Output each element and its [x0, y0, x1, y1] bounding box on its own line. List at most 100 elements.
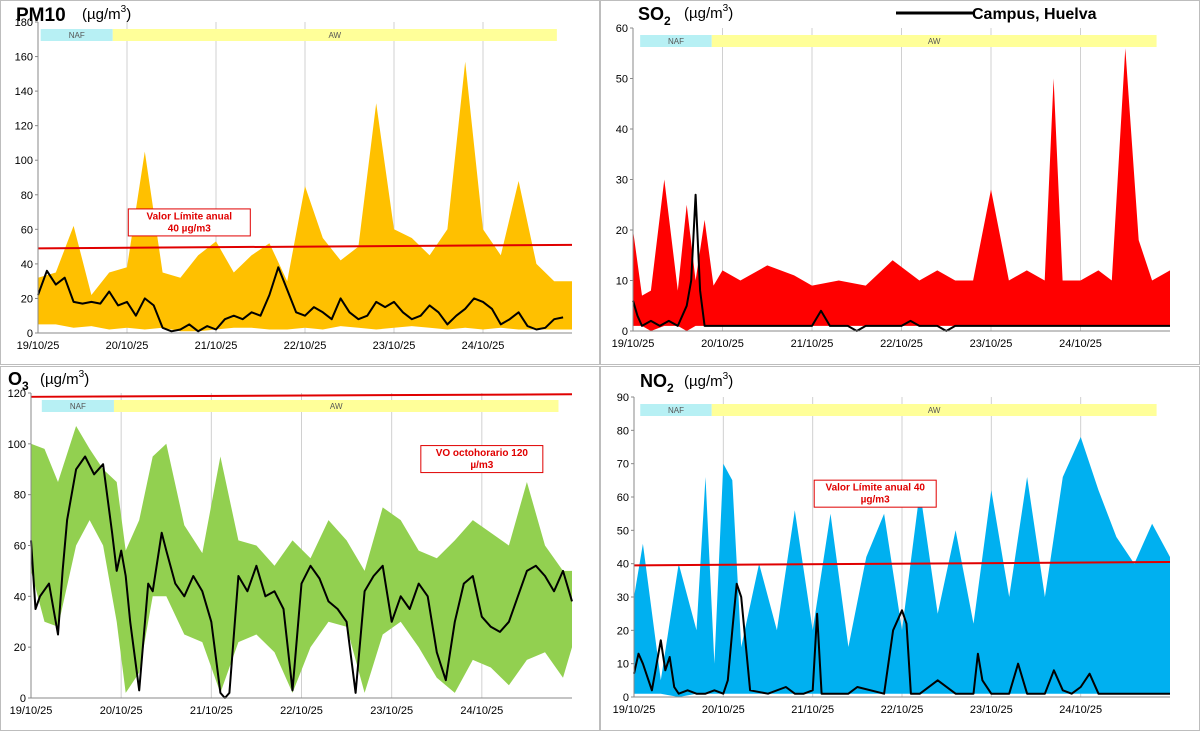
x-tick-label: 23/10/25: [370, 705, 413, 717]
x-tick-label: 24/10/25: [1059, 338, 1102, 350]
x-tick-label: 23/10/25: [970, 338, 1013, 350]
chart-title: PM10: [16, 5, 66, 26]
annotation-text: Valor Límite anual: [147, 211, 233, 222]
annotation-box: [420, 445, 544, 474]
y-tick-label: 20: [14, 642, 26, 654]
x-tick-label: 22/10/25: [280, 705, 323, 717]
x-tick-label: 20/10/25: [106, 340, 149, 352]
period-bar-naf: [640, 35, 712, 47]
y-tick-label: 50: [616, 74, 628, 86]
x-tick-label: 23/10/25: [970, 704, 1013, 716]
y-tick-label: 0: [622, 326, 628, 338]
series-line-campus-huelva: [30, 455, 573, 699]
x-tick-label: 19/10/25: [612, 338, 655, 350]
series-range-band: [31, 426, 572, 693]
y-tick-label: 40: [14, 591, 26, 603]
x-tick-label: 22/10/25: [284, 340, 327, 352]
chart-unit: (µg/m3): [684, 3, 733, 22]
period-label: AW: [329, 31, 342, 40]
y-tick-label: 70: [617, 459, 629, 471]
y-tick-label: 0: [27, 328, 33, 340]
period-label: NAF: [668, 37, 684, 46]
period-label: NAF: [668, 406, 684, 415]
period-bar-naf: [640, 404, 712, 416]
period-label: AW: [928, 37, 941, 46]
series-range-band: [38, 61, 572, 332]
x-tick-label: 24/10/25: [460, 705, 503, 717]
panel-no2: NO2 (µg/m3) NAF AW 0 10 20 30 40 50 60 70 80 90 19/1…: [600, 366, 1200, 731]
y-tick-label: 0: [623, 692, 629, 704]
y-tick-label: 10: [616, 276, 628, 288]
period-label: NAF: [69, 31, 85, 40]
x-tick-label: 21/10/25: [190, 705, 233, 717]
y-tick-label: 100: [15, 155, 33, 167]
annotation-text: Valor Límite anual 40: [825, 483, 925, 494]
x-tick-label: 20/10/25: [701, 338, 744, 350]
annotation-box: [127, 208, 251, 237]
annotation-text: µg/m3: [861, 495, 891, 506]
limit-line: [30, 393, 573, 398]
chart-no2: NO2 (µg/m3) NAF AW 0 10 20 30 40 50 60 70 80 90 19/1…: [600, 366, 1200, 731]
y-tick-label: 30: [616, 175, 628, 187]
y-tick-label: 100: [8, 439, 26, 451]
y-tick-label: 30: [617, 592, 629, 604]
y-tick-label: 160: [15, 52, 33, 64]
y-tick-label: 0: [20, 693, 26, 705]
period-bar-aw: [112, 29, 557, 41]
period-bar-aw: [113, 400, 559, 412]
series-line-campus-huelva: [632, 193, 1170, 332]
chart-unit: (µg/m3): [684, 371, 733, 390]
y-tick-label: 60: [14, 541, 26, 553]
chart-so2: SO2 (µg/m3) Campus, Huelva NAF AW 0 10 20 30 4…: [600, 0, 1200, 365]
annotation-text: µ/m3: [470, 460, 493, 471]
chart-unit: (µg/m3): [40, 369, 89, 388]
y-tick-label: 60: [617, 492, 629, 504]
y-tick-label: 60: [21, 224, 33, 236]
chart-unit: (µg/m3): [82, 4, 131, 23]
x-tick-label: 22/10/25: [880, 338, 923, 350]
y-tick-label: 20: [21, 293, 33, 305]
period-label: NAF: [70, 402, 86, 411]
x-tick-label: 24/10/25: [1059, 704, 1102, 716]
y-tick-label: 60: [616, 23, 628, 35]
y-tick-label: 80: [617, 425, 629, 437]
panel-o3: O3 (µg/m3) NAF AW 0 20 40 60 80 100 120 19/10/25 2…: [0, 366, 600, 731]
chart-title: O3: [8, 369, 29, 393]
y-tick-label: 90: [617, 392, 629, 404]
y-tick-label: 20: [616, 225, 628, 237]
x-tick-label: 21/10/25: [791, 338, 834, 350]
x-tick-label: 20/10/25: [702, 704, 745, 716]
chart-title: NO2: [640, 371, 674, 395]
y-tick-label: 40: [616, 124, 628, 136]
y-tick-label: 120: [8, 388, 26, 400]
y-tick-label: 120: [15, 121, 33, 133]
period-bar-naf: [40, 29, 113, 41]
y-tick-label: 20: [617, 625, 629, 637]
series-line-campus-huelva: [633, 582, 1170, 695]
y-tick-label: 10: [617, 659, 629, 671]
y-tick-label: 40: [617, 559, 629, 571]
x-tick-label: 20/10/25: [100, 705, 143, 717]
period-label: AW: [330, 402, 343, 411]
period-label: AW: [928, 406, 941, 415]
y-tick-label: 180: [15, 17, 33, 29]
series-range-band: [634, 437, 1170, 697]
x-tick-label: 19/10/25: [17, 340, 60, 352]
period-bar-naf: [41, 400, 114, 412]
series-line-campus-huelva: [37, 266, 564, 333]
period-bar-aw: [711, 404, 1157, 416]
x-tick-label: 21/10/25: [195, 340, 238, 352]
panel-so2: SO2 (µg/m3) Campus, Huelva NAF AW 0 10 20 30 4…: [600, 0, 1200, 365]
y-tick-label: 50: [617, 525, 629, 537]
y-tick-label: 40: [21, 259, 33, 271]
plot-area: NAF AW 0 20 40 60 80 100 120 140 160 180 19/10/25 20/…: [15, 17, 573, 352]
x-tick-label: 21/10/25: [791, 704, 834, 716]
plot-area: NAF AW 0 10 20 30 40 50 60 70 80 90 19/10/25 20/10/25…: [613, 392, 1171, 716]
annotation-text: VO octohorario 120: [436, 448, 529, 459]
y-tick-label: 140: [15, 86, 33, 98]
annotation-text: 40 µg/m3: [168, 223, 211, 234]
y-tick-label: 80: [14, 490, 26, 502]
panel-pm10: PM10 (µg/m3) NAF AW 0 20 40 60 80 100 120 140 160 1…: [0, 0, 600, 365]
legend-series-label: Campus, Huelva: [972, 6, 1097, 23]
x-tick-label: 24/10/25: [462, 340, 505, 352]
